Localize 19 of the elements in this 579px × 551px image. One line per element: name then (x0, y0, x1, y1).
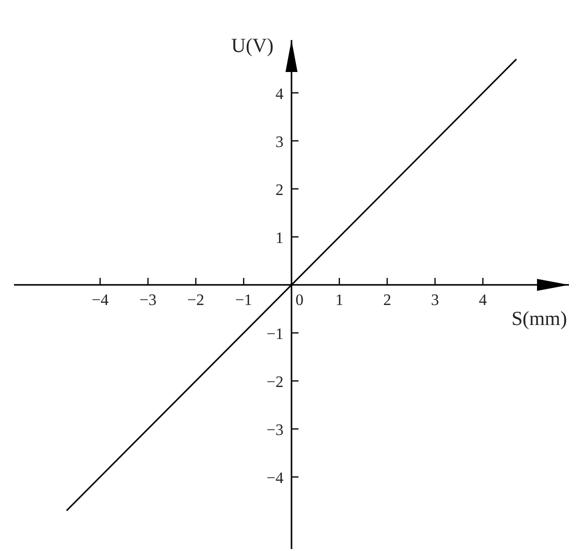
y-tick-label: −4 (266, 470, 284, 487)
x-tick-label: 3 (431, 292, 440, 309)
x-tick-label: −2 (187, 292, 204, 309)
x-tick-label: 2 (383, 292, 392, 309)
y-tick-label: 3 (276, 134, 284, 151)
y-tick-label: −1 (266, 326, 284, 343)
y-axis-title: U(V) (231, 35, 274, 57)
y-tick-label: 2 (276, 182, 284, 199)
y-tick-label: −3 (266, 422, 284, 439)
x-tick-label: −1 (235, 292, 252, 309)
x-tick-label: −3 (139, 292, 156, 309)
y-tick-label: −2 (266, 374, 284, 391)
x-tick-label: 0 (296, 292, 304, 309)
y-tick-label: 4 (276, 86, 284, 103)
x-tick-label: −4 (92, 292, 109, 309)
x-tick-label: 4 (478, 292, 487, 309)
y-tick-label: 1 (276, 230, 284, 247)
x-axis-title: S(mm) (511, 308, 567, 330)
x-tick-label: 1 (335, 292, 344, 309)
